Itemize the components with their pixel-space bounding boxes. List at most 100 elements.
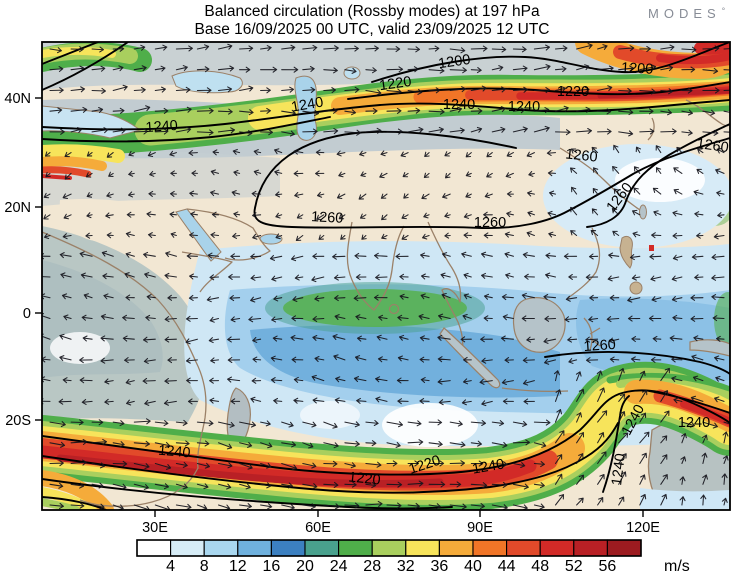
lat-tick-label: 40N: [4, 91, 31, 107]
contour-line-aus: [648, 390, 730, 414]
colorbar-frame: [136, 539, 642, 557]
modes-logo: MODES°: [648, 6, 730, 21]
borneo: [512, 297, 566, 353]
wind-vectors: [42, 43, 730, 510]
contour-value-label: 1240: [145, 118, 178, 136]
colorbar-tick-label: 4: [166, 558, 175, 574]
lat-tick-label: 0: [23, 306, 31, 322]
sri-lanka: [388, 303, 400, 315]
map-frame: [41, 41, 731, 511]
se-corner-paleblue: [640, 488, 730, 510]
persian-gulf: [259, 233, 283, 245]
contour-line-1200: [371, 42, 730, 83]
new-guinea: [689, 339, 730, 357]
contour-line-1240n2: [42, 116, 331, 143]
longitude-axis: 30E 60E 90E 120E: [142, 510, 660, 536]
contour-value-label: 1240: [508, 99, 540, 115]
lon-tick-label: 60E: [305, 520, 331, 536]
colorbar-tick-label: 20: [296, 558, 314, 574]
africa-white-blob: [50, 332, 110, 364]
contour-value-label: 1220: [378, 74, 412, 94]
ne-corner-red: [656, 52, 730, 65]
sumatra: [439, 327, 501, 389]
colorbar-cell: [203, 539, 239, 557]
colorbar-cell: [270, 539, 306, 557]
contour-line-1240s-vert: [602, 395, 630, 493]
contour-value-label: 1240: [158, 443, 192, 462]
streamfunction-contours: [42, 42, 730, 510]
colorbar-cell: [438, 539, 474, 557]
contour-value-label: 1220: [348, 469, 382, 488]
west-edge-orange: [42, 156, 107, 171]
colorbar-tick-label: 36: [431, 558, 449, 574]
colorbar-cell: [539, 539, 575, 557]
contour-line-1260-java: [544, 351, 730, 375]
colorbar-cell: [237, 539, 272, 557]
colorbar-cell: [573, 539, 608, 557]
colorbar-cell: [472, 539, 508, 557]
red-sea: [175, 208, 222, 262]
lat-tick-label: 20N: [4, 200, 31, 216]
lon-tick-label: 90E: [467, 520, 493, 536]
colorbar-tick-label: 44: [498, 558, 516, 574]
contour-value-label: 1260: [695, 136, 729, 156]
mindanao: [629, 281, 643, 295]
s-indian-white-blob: [382, 403, 478, 447]
colorbar-tick-label: 32: [397, 558, 415, 574]
west-edge-red: [42, 166, 92, 178]
colorbar-tick-label: 8: [200, 558, 209, 574]
africa-east-coast: [42, 231, 207, 507]
chart-subtitle: Base 16/09/2025 00 UTC, valid 23/09/2025…: [194, 21, 549, 38]
colorbar-cell: [136, 539, 172, 557]
java: [501, 387, 569, 393]
contour-line-1220s: [42, 422, 619, 494]
lon-tick-label: 30E: [142, 520, 168, 536]
black-sea: [171, 70, 243, 94]
luzon: [619, 235, 633, 269]
horn-of-africa-coast: [181, 251, 233, 293]
contour-value-label: 1260: [583, 337, 616, 355]
colorbar-cell: [506, 539, 541, 557]
contour-line-nw1: [42, 42, 99, 65]
contour-value-label: 1220: [557, 84, 589, 100]
colorbar-cell: [170, 539, 205, 557]
china-coast: [559, 147, 641, 211]
colorbar-cell: [606, 539, 642, 557]
typhoon-wind-spot: [649, 245, 654, 251]
colorbar-tick-label: 12: [229, 558, 247, 574]
colorbar-cell: [304, 539, 340, 557]
contour-value-label: 1200: [621, 60, 654, 78]
colorbar-tick-label: 48: [531, 558, 549, 574]
taiwan: [639, 204, 647, 220]
colorbar-tick-label: 24: [330, 558, 348, 574]
contour-value-label: 1240: [471, 456, 506, 477]
indochina-malay-coast: [427, 221, 464, 353]
map-area: 1200 1200 1220 1220 1240 1240 1240 1240 1260 1260…: [42, 42, 730, 510]
lat-tick-label: 20S: [5, 413, 31, 429]
colorbar-cell: [371, 539, 407, 557]
contour-line-1200s: [42, 478, 453, 510]
contour-value-label: 1240: [609, 453, 629, 487]
west-edge-yellow: [42, 144, 125, 163]
contour-value-label: 1200: [437, 52, 471, 72]
colorbar-cell: [338, 539, 373, 557]
colorbar-cell: [405, 539, 440, 557]
colorbar-tick-label: 28: [363, 558, 381, 574]
korea-coast: [647, 117, 655, 141]
contour-value-label: 1260: [565, 146, 599, 165]
colorbar: 4 8 12 16 20 24 28 32 36 40 44 48 52 56: [136, 539, 642, 575]
colorbar-unit: m/s: [664, 558, 690, 574]
colorbar-tick-label: 16: [263, 558, 281, 574]
vietnam-coast: [567, 227, 601, 299]
east-edge-green: [714, 292, 730, 348]
colorbar-tick-label: 52: [565, 558, 583, 574]
arabia-coast: [186, 208, 271, 261]
contour-value-label: 1260: [474, 215, 506, 231]
north-jet-darkred: [597, 88, 730, 99]
lon-tick-label: 120E: [626, 520, 660, 536]
contour-value-label: 1240: [678, 415, 710, 431]
latitude-axis: 40N 20N 0 20S: [4, 91, 42, 429]
colorbar-tick-label: 40: [464, 558, 482, 574]
